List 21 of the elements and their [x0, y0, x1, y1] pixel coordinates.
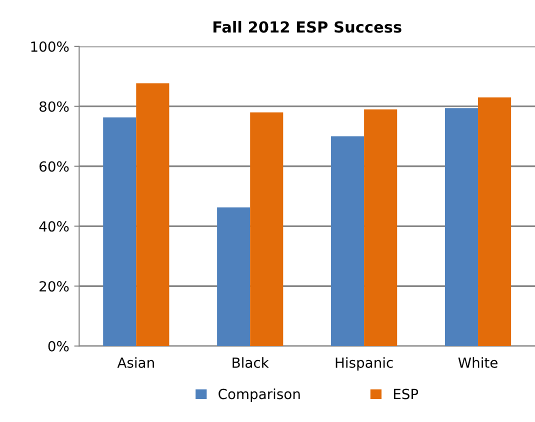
y-tick-label: 80%	[40, 101, 69, 112]
bar	[364, 109, 398, 346]
legend-label: ESP	[394, 388, 418, 400]
legend-label: Comparison	[218, 388, 300, 402]
y-tick-label: 100%	[31, 41, 69, 52]
bar	[250, 112, 284, 346]
x-tick-label: Asian	[117, 357, 154, 368]
bar	[478, 97, 512, 346]
bar	[444, 108, 478, 346]
bar	[136, 83, 170, 346]
chart-title: Fall 2012 ESP Success	[214, 20, 402, 33]
y-tick-label: 0%	[48, 341, 69, 352]
x-tick-label: Black	[232, 357, 269, 368]
bar	[217, 207, 250, 346]
bar	[103, 117, 136, 346]
x-tick-label: White	[458, 357, 498, 368]
y-tick-label: 60%	[40, 161, 69, 172]
bar	[331, 136, 364, 346]
y-tick-label: 20%	[40, 281, 69, 292]
y-tick-label: 40%	[39, 221, 69, 232]
x-tick-label: Hispanic	[336, 357, 393, 371]
